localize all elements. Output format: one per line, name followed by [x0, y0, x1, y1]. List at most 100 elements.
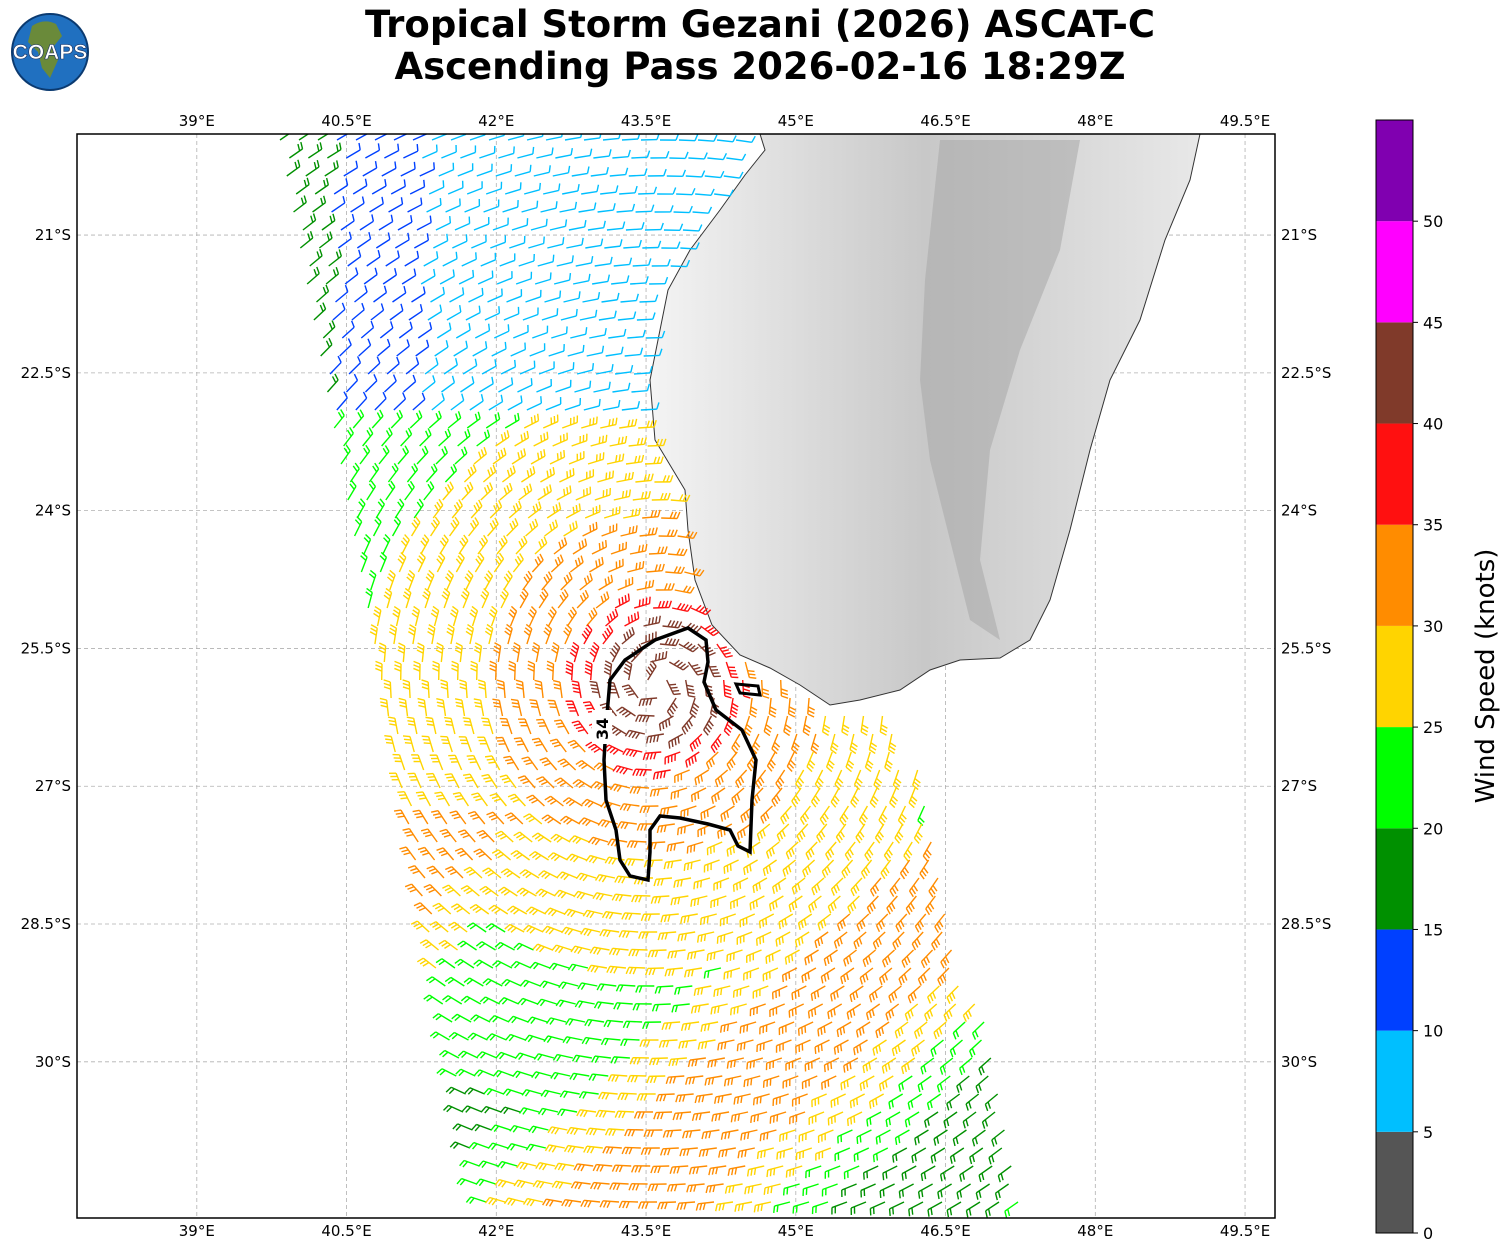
wind-barb	[570, 1181, 591, 1190]
wind-barb	[473, 217, 490, 231]
wind-barb	[562, 183, 580, 195]
wind-barb	[417, 697, 428, 717]
wind-barb	[730, 1111, 749, 1123]
wind-barb	[423, 481, 435, 501]
wind-barb	[965, 1093, 980, 1111]
wind-barb	[927, 985, 940, 1004]
wind-barb	[864, 751, 874, 773]
wind-barb	[454, 847, 474, 861]
wind-barb	[547, 237, 565, 249]
wind-barb	[565, 700, 580, 717]
wind-barb	[552, 679, 563, 699]
wind-barb	[802, 1183, 819, 1196]
wind-barb	[600, 417, 618, 429]
wind-barb	[685, 751, 700, 768]
wind-barb	[422, 144, 438, 159]
wind-barb	[690, 787, 707, 803]
wind-barb	[625, 222, 645, 231]
wind-barb	[840, 1075, 856, 1091]
lon-label-top: 49.5°E	[1220, 112, 1270, 130]
wind-barb	[299, 231, 314, 249]
wind-barb	[427, 624, 436, 645]
wind-barb	[688, 1165, 708, 1175]
colorbar-segment	[1376, 727, 1413, 829]
wind-barb	[438, 428, 452, 447]
wind-barb	[394, 660, 402, 681]
wind-barb	[612, 382, 631, 393]
wind-barb	[693, 877, 711, 890]
wind-barb	[602, 625, 614, 645]
wind-barb	[817, 1129, 834, 1143]
wind-barb	[588, 1073, 609, 1082]
wind-barb	[575, 760, 596, 771]
wind-barb	[978, 1165, 993, 1183]
wind-barb	[720, 1129, 739, 1140]
wind-barb	[552, 165, 571, 177]
wind-barb	[469, 903, 490, 915]
wind-barb	[419, 939, 439, 951]
wind-barb	[775, 1039, 792, 1053]
wind-barb	[446, 305, 462, 321]
wind-barb	[421, 735, 434, 753]
wind-barb	[718, 1147, 736, 1158]
wind-barb	[464, 1087, 485, 1095]
wind-barb	[378, 214, 394, 231]
wind-barb	[547, 699, 561, 717]
wind-barb	[664, 751, 681, 765]
wind-barb	[453, 340, 468, 357]
wind-barb	[279, 134, 290, 141]
wind-barb	[460, 995, 482, 1005]
wind-barb	[373, 285, 388, 303]
wind-barb	[543, 623, 553, 645]
wind-barb	[581, 1036, 602, 1045]
colorbar-segment	[1376, 828, 1413, 930]
wind-barb	[678, 641, 699, 653]
wind-barb	[1004, 1201, 1019, 1218]
contour-label: 34	[593, 718, 612, 740]
wind-barb	[508, 605, 518, 627]
wind-barb	[850, 787, 860, 808]
wind-barb	[904, 1003, 919, 1022]
wind-barb	[723, 967, 741, 980]
wind-barb	[959, 1057, 973, 1076]
wind-barb	[613, 489, 632, 501]
wind-barb	[455, 322, 471, 339]
wind-barb	[788, 1003, 805, 1018]
wind-barb	[435, 446, 448, 465]
wind-barb	[404, 480, 415, 501]
wind-barb	[553, 537, 568, 555]
wind-barb	[593, 149, 612, 159]
wind-barb	[461, 1105, 483, 1113]
wind-barb	[318, 231, 333, 249]
wind-barb	[571, 433, 588, 447]
wind-barb	[862, 949, 876, 968]
wind-barb	[389, 772, 403, 789]
wind-barb	[438, 939, 458, 951]
wind-barb	[494, 1178, 515, 1188]
wind-barb	[609, 1182, 629, 1191]
wind-barb	[628, 948, 648, 957]
wind-barb	[532, 325, 549, 339]
wind-barb	[888, 1093, 904, 1110]
map-frame	[76, 133, 1276, 1219]
wind-barb	[406, 463, 419, 483]
wind-barb	[471, 792, 488, 807]
wind-barb	[528, 236, 545, 249]
wind-barb	[621, 912, 641, 921]
lat-label-left: 30°S	[35, 1053, 71, 1071]
wind-barb	[602, 1146, 622, 1154]
wind-barb	[765, 841, 780, 859]
wind-barb	[503, 306, 520, 321]
wind-barb	[631, 894, 651, 903]
wind-barb	[469, 394, 484, 411]
wind-barb	[589, 946, 610, 955]
wind-barb	[594, 256, 613, 267]
wind-barb	[604, 856, 625, 865]
wind-barb	[685, 1075, 704, 1085]
wind-barb	[368, 462, 380, 483]
wind-barb	[752, 985, 769, 999]
wind-barb	[362, 160, 378, 177]
wind-barb	[729, 697, 739, 718]
wind-barb	[676, 1201, 696, 1211]
wind-barb	[536, 718, 551, 735]
